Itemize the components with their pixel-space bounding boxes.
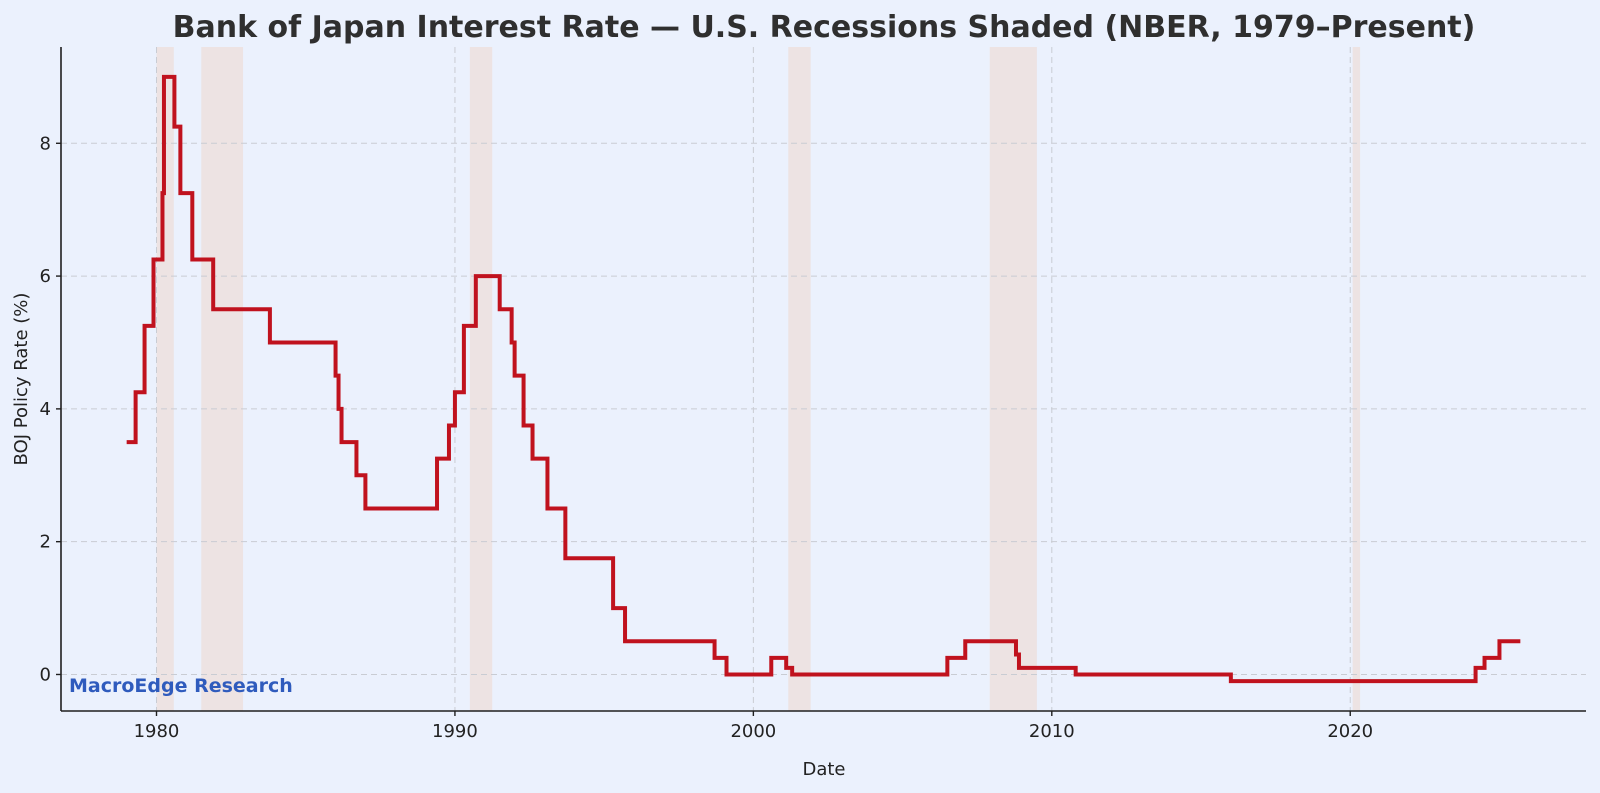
- x-tick-label: 1990: [432, 721, 478, 742]
- x-tick-label: 1980: [134, 721, 180, 742]
- x-axis-label: Date: [802, 759, 845, 780]
- boj-rate-line: [126, 74, 1521, 684]
- y-tick-label: 8: [40, 133, 51, 154]
- y-tick-label: 2: [40, 532, 51, 553]
- recession-band: [989, 47, 1037, 711]
- watermark-text: MacroEdge Research: [69, 675, 293, 697]
- y-tick-label: 4: [40, 399, 51, 420]
- series-layer: [126, 74, 1521, 684]
- recession-band: [1352, 47, 1361, 711]
- recession-shading: [156, 47, 1361, 711]
- recession-band: [201, 47, 244, 711]
- chart-title: Bank of Japan Interest Rate — U.S. Reces…: [173, 10, 1476, 45]
- axes: [60, 47, 1586, 712]
- recession-band: [469, 47, 493, 711]
- y-tick-label: 0: [40, 664, 51, 685]
- x-tick-label: 2010: [1029, 721, 1075, 742]
- recession-band: [788, 47, 811, 711]
- y-axis-label: BOJ Policy Rate (%): [11, 293, 32, 466]
- x-tick-label: 2020: [1327, 721, 1373, 742]
- y-tick-label: 6: [40, 266, 51, 287]
- ticks: 0 2 4 6 8 1980 1990 2000 2010 2020: [40, 133, 1374, 742]
- x-tick-label: 2000: [730, 721, 776, 742]
